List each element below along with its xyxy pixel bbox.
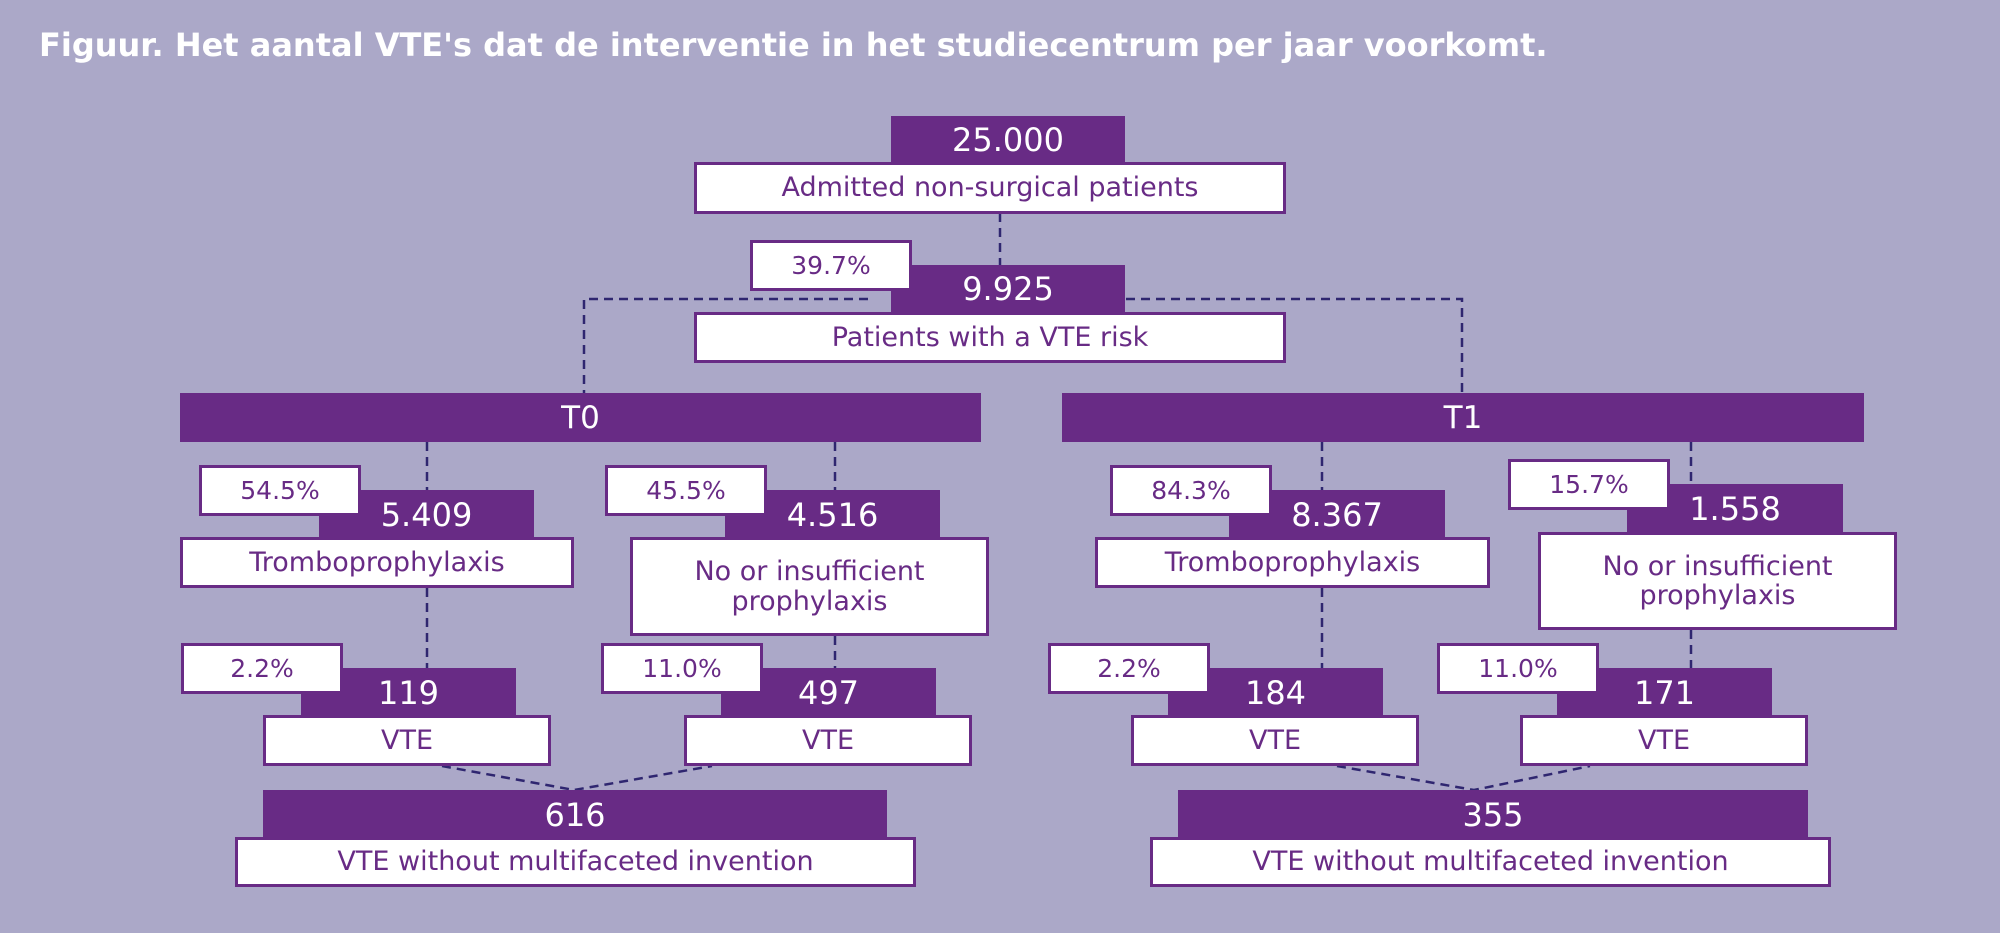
connector-risk-t0 [582, 297, 868, 393]
t0-total-label: VTE without multifaceted invention [235, 837, 916, 887]
group-bar-t0: T0 [180, 393, 981, 442]
t0-proph-percentage: 54.5% [199, 465, 361, 516]
t0-proph-vte-percentage: 2.2% [181, 643, 343, 694]
t1-proph-vte-label: VTE [1131, 715, 1419, 766]
t1-noproph-label-text: No or insufficient prophylaxis [1602, 550, 1833, 611]
t0-noproph-vte-percentage: 11.0% [601, 643, 763, 694]
t0-noproph-percentage: 45.5% [605, 465, 767, 516]
t1-noproph-label: No or insufficient prophylaxis [1538, 532, 1897, 630]
t0-total-value: 616 [263, 790, 887, 839]
risk-label: Patients with a VTE risk [694, 312, 1286, 363]
t0-proph-label: Tromboprophylaxis [180, 537, 574, 588]
risk-value: 9.925 [891, 265, 1125, 313]
t1-noproph-percentage: 15.7% [1508, 459, 1670, 510]
admitted-value: 25.000 [891, 116, 1125, 164]
risk-percentage: 39.7% [750, 240, 912, 291]
t0-proph-vte-label: VTE [263, 715, 551, 766]
t0-noproph-vte-label: VTE [684, 715, 972, 766]
t1-total-label: VTE without multifaceted invention [1150, 837, 1831, 887]
t0-noproph-label-text: No or insufficient prophylaxis [694, 556, 925, 617]
t1-noproph-vte-label: VTE [1520, 715, 1808, 766]
t0-noproph-label: No or insufficient prophylaxis [630, 537, 989, 636]
connector-t0-total [441, 764, 713, 792]
t1-total-value: 355 [1178, 790, 1808, 839]
t1-proph-percentage: 84.3% [1110, 465, 1272, 516]
t1-noproph-vte-percentage: 11.0% [1437, 643, 1599, 694]
admitted-label: Admitted non-surgical patients [694, 162, 1286, 214]
t1-proph-label: Tromboprophylaxis [1095, 537, 1490, 588]
figure-title: Figuur. Het aantal VTE's dat de interven… [39, 26, 1548, 64]
connector-t1-total [1336, 764, 1591, 792]
t1-proph-vte-percentage: 2.2% [1048, 643, 1210, 694]
group-bar-t1: T1 [1062, 393, 1864, 442]
connector-risk-t1 [1126, 297, 1464, 393]
